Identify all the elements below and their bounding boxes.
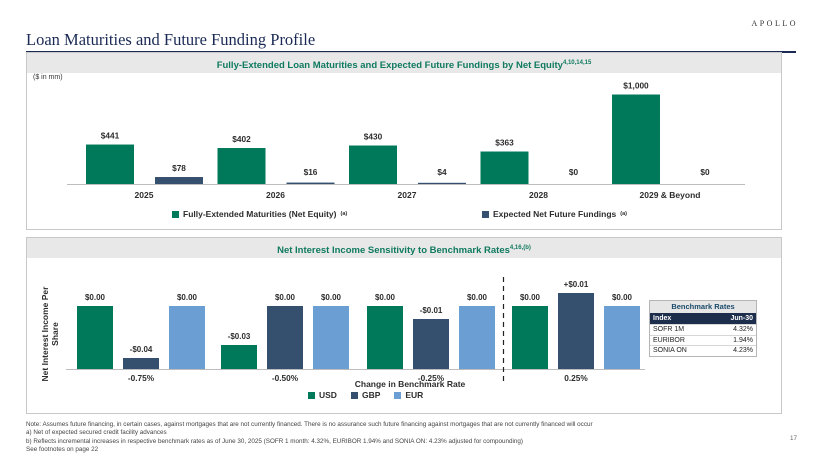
- sensitivity-panel-title: Net Interest Income Sensitivity to Bench…: [27, 238, 781, 258]
- data-label: $78: [172, 163, 186, 173]
- benchmark-rates-table: Benchmark Rates Index Jun-30 SOFR 1M 4.32%…: [649, 300, 757, 357]
- data-label: $0.00: [375, 293, 396, 302]
- maturities-chart: $441 $78 2025 $402 $16 2026 $430 $4 2027 $363 $0 20…: [67, 81, 745, 200]
- legend-usd: USD: [308, 390, 337, 400]
- footnotes: Note: Assumes future financing, in certa…: [26, 421, 593, 455]
- legend-maturities: Fully-Extended Maturities (Net Equity) (a…: [172, 209, 347, 219]
- bar-fundings: [418, 182, 466, 184]
- note-line: Note: Assumes future financing, in certa…: [26, 421, 593, 428]
- page-number: 17: [790, 435, 798, 442]
- bar-gbp: [123, 358, 159, 369]
- benchmark-table-title: Benchmark Rates: [650, 301, 756, 313]
- x-tick-label: 2025: [135, 190, 154, 200]
- data-label: +$0.01: [564, 280, 589, 289]
- data-label: $430: [364, 132, 383, 142]
- legend-swatch-fundings: [482, 210, 489, 218]
- bar-usd: [367, 306, 403, 369]
- data-label: $0: [569, 167, 579, 177]
- benchmark-row-euribor: EURIBOR 1.94%: [650, 334, 756, 346]
- bar-maturities: [349, 145, 397, 184]
- x-tick-label: 0.25%: [564, 373, 588, 383]
- x-tick-label: 2027: [398, 190, 417, 200]
- data-label: $0.00: [321, 293, 342, 302]
- maturities-panel: Fully-Extended Loan Maturities and Expec…: [26, 52, 782, 230]
- bar-gbp: [413, 319, 449, 369]
- benchmark-table-header: Index Jun-30: [650, 313, 756, 324]
- data-label: $363: [495, 138, 514, 148]
- bar-eur: [604, 306, 640, 369]
- x-tick-label: 2026: [266, 190, 285, 200]
- bar-usd: [221, 345, 257, 369]
- title-rule: [26, 51, 796, 53]
- benchmark-row-sonia: SONIA ON 4.23%: [650, 345, 756, 356]
- bar-usd: [77, 306, 113, 369]
- bar-maturities: [612, 94, 660, 184]
- sensitivity-y-axis-label: Net Interest Income Per Share: [40, 286, 60, 382]
- benchmark-row-sofr: SOFR 1M 4.32%: [650, 324, 756, 335]
- data-label: $0.00: [612, 293, 633, 302]
- legend-gbp: GBP: [350, 390, 380, 400]
- legend-fundings: Expected Net Future Fundings (a): [482, 209, 627, 219]
- x-tick-label: -0.75%: [128, 373, 155, 383]
- bar-fundings: [155, 177, 203, 184]
- x-tick-label: 2029 & Beyond: [640, 190, 701, 200]
- note-line: See footnotes on page 22: [26, 446, 99, 454]
- legend-swatch-maturities: [172, 210, 179, 218]
- data-label: -$0.01: [420, 306, 443, 315]
- note-line: a) Net of expected secured credit facili…: [26, 429, 167, 437]
- bar-usd: [512, 306, 548, 369]
- note-line: b) Reflects incremental increases in res…: [26, 437, 523, 445]
- data-label: $0.00: [520, 293, 541, 302]
- data-label: $16: [304, 167, 318, 177]
- data-label: $0: [700, 167, 710, 177]
- data-label: $1,000: [623, 81, 649, 91]
- bar-maturities: [217, 148, 266, 184]
- sensitivity-legend: USD GBP EUR: [308, 390, 423, 400]
- bar-fundings: [286, 182, 335, 184]
- units-label: ($ in mm): [33, 74, 63, 81]
- bar-eur: [169, 306, 205, 369]
- bar-gbp: [267, 306, 303, 369]
- data-label: $0.00: [275, 293, 296, 302]
- legend-eur: EUR: [394, 390, 423, 400]
- maturities-panel-title: Fully-Extended Loan Maturities and Expec…: [27, 53, 781, 73]
- bar-gbp: [558, 293, 594, 369]
- x-tick-label: 2028: [529, 190, 548, 200]
- data-label: $4: [437, 167, 447, 177]
- data-label: $441: [101, 131, 120, 141]
- data-label: $0.00: [177, 293, 198, 302]
- bar-maturities: [480, 151, 529, 184]
- bar-maturities: [86, 144, 134, 184]
- sensitivity-x-axis-title: Change in Benchmark Rate: [354, 379, 466, 389]
- data-label: $0.00: [467, 293, 488, 302]
- bar-eur: [313, 306, 349, 369]
- data-label: $0.00: [85, 293, 106, 302]
- x-tick-label: -0.50%: [272, 373, 299, 383]
- data-label: $402: [232, 134, 251, 144]
- sensitivity-panel: Net Interest Income Sensitivity to Bench…: [26, 237, 782, 414]
- x-tick-label: -0.25%: [418, 373, 445, 383]
- page-title: Loan Maturities and Future Funding Profi…: [26, 30, 316, 49]
- bar-eur: [459, 306, 495, 369]
- data-label: -$0.04: [130, 345, 153, 354]
- data-label: -$0.03: [228, 332, 251, 341]
- apollo-logo: APOLLO: [751, 19, 798, 28]
